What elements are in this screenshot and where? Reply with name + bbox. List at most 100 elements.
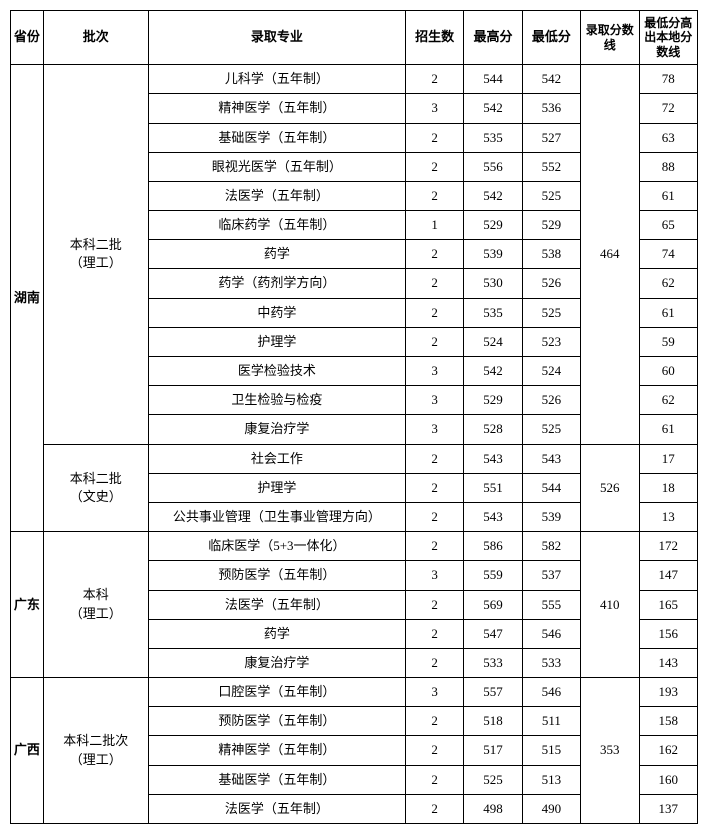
max-cell: 586 (464, 532, 522, 561)
diff-cell: 17 (639, 444, 698, 473)
diff-cell: 60 (639, 357, 698, 386)
max-cell: 544 (464, 65, 522, 94)
min-cell: 555 (522, 590, 580, 619)
max-cell: 542 (464, 181, 522, 210)
cutoff-cell: 526 (581, 444, 639, 532)
max-cell: 542 (464, 357, 522, 386)
max-cell: 547 (464, 619, 522, 648)
header-enroll: 招生数 (405, 11, 463, 65)
major-cell: 公共事业管理（卫生事业管理方向） (148, 502, 405, 531)
cutoff-cell: 464 (581, 65, 639, 444)
min-cell: 515 (522, 736, 580, 765)
max-cell: 525 (464, 765, 522, 794)
max-cell: 569 (464, 590, 522, 619)
major-cell: 法医学（五年制） (148, 181, 405, 210)
enroll-cell: 1 (405, 211, 463, 240)
major-cell: 卫生检验与检疫 (148, 386, 405, 415)
cutoff-cell: 353 (581, 678, 639, 824)
max-cell: 535 (464, 123, 522, 152)
diff-cell: 61 (639, 415, 698, 444)
enroll-cell: 2 (405, 152, 463, 181)
max-cell: 518 (464, 707, 522, 736)
enroll-cell: 2 (405, 473, 463, 502)
diff-cell: 162 (639, 736, 698, 765)
diff-cell: 65 (639, 211, 698, 240)
diff-cell: 193 (639, 678, 698, 707)
major-cell: 口腔医学（五年制） (148, 678, 405, 707)
enroll-cell: 2 (405, 794, 463, 823)
enroll-cell: 2 (405, 765, 463, 794)
min-cell: 542 (522, 65, 580, 94)
min-cell: 546 (522, 678, 580, 707)
max-cell: 517 (464, 736, 522, 765)
min-cell: 525 (522, 298, 580, 327)
major-cell: 社会工作 (148, 444, 405, 473)
enroll-cell: 3 (405, 678, 463, 707)
diff-cell: 13 (639, 502, 698, 531)
diff-cell: 18 (639, 473, 698, 502)
min-cell: 526 (522, 386, 580, 415)
batch-cell: 本科二批（理工） (43, 65, 148, 444)
major-cell: 中药学 (148, 298, 405, 327)
major-cell: 医学检验技术 (148, 357, 405, 386)
header-batch: 批次 (43, 11, 148, 65)
major-cell: 精神医学（五年制） (148, 736, 405, 765)
enroll-cell: 2 (405, 269, 463, 298)
major-cell: 儿科学（五年制） (148, 65, 405, 94)
max-cell: 542 (464, 94, 522, 123)
min-cell: 527 (522, 123, 580, 152)
enroll-cell: 2 (405, 502, 463, 531)
province-cell: 广西 (11, 678, 44, 824)
table-header: 省份 批次 录取专业 招生数 最高分 最低分 录取分数线 最低分高出本地分数线 (11, 11, 698, 65)
enroll-cell: 2 (405, 444, 463, 473)
enroll-cell: 2 (405, 648, 463, 677)
table-row: 广东本科（理工）临床医学（5+3一体化）2586582410172 (11, 532, 698, 561)
min-cell: 529 (522, 211, 580, 240)
enroll-cell: 3 (405, 386, 463, 415)
major-cell: 临床药学（五年制） (148, 211, 405, 240)
enroll-cell: 2 (405, 240, 463, 269)
min-cell: 538 (522, 240, 580, 269)
major-cell: 法医学（五年制） (148, 794, 405, 823)
diff-cell: 137 (639, 794, 698, 823)
enroll-cell: 2 (405, 298, 463, 327)
min-cell: 582 (522, 532, 580, 561)
min-cell: 511 (522, 707, 580, 736)
major-cell: 精神医学（五年制） (148, 94, 405, 123)
batch-cell: 本科二批（文史） (43, 444, 148, 532)
min-cell: 546 (522, 619, 580, 648)
min-cell: 552 (522, 152, 580, 181)
table-body: 湖南本科二批（理工）儿科学（五年制）254454246478精神医学（五年制）3… (11, 65, 698, 824)
enroll-cell: 2 (405, 707, 463, 736)
enroll-cell: 2 (405, 532, 463, 561)
min-cell: 524 (522, 357, 580, 386)
max-cell: 535 (464, 298, 522, 327)
major-cell: 康复治疗学 (148, 415, 405, 444)
diff-cell: 147 (639, 561, 698, 590)
min-cell: 525 (522, 415, 580, 444)
max-cell: 543 (464, 502, 522, 531)
min-cell: 536 (522, 94, 580, 123)
major-cell: 眼视光医学（五年制） (148, 152, 405, 181)
diff-cell: 61 (639, 181, 698, 210)
diff-cell: 62 (639, 386, 698, 415)
diff-cell: 63 (639, 123, 698, 152)
header-cutoff: 录取分数线 (581, 11, 639, 65)
min-cell: 526 (522, 269, 580, 298)
enroll-cell: 2 (405, 123, 463, 152)
enroll-cell: 3 (405, 357, 463, 386)
table-row: 广西本科二批次（理工）口腔医学（五年制）3557546353193 (11, 678, 698, 707)
table-row: 湖南本科二批（理工）儿科学（五年制）254454246478 (11, 65, 698, 94)
major-cell: 康复治疗学 (148, 648, 405, 677)
enroll-cell: 2 (405, 619, 463, 648)
enroll-cell: 2 (405, 327, 463, 356)
max-cell: 529 (464, 211, 522, 240)
diff-cell: 156 (639, 619, 698, 648)
enroll-cell: 2 (405, 590, 463, 619)
province-cell: 湖南 (11, 65, 44, 532)
diff-cell: 62 (639, 269, 698, 298)
diff-cell: 165 (639, 590, 698, 619)
header-major: 录取专业 (148, 11, 405, 65)
min-cell: 490 (522, 794, 580, 823)
max-cell: 551 (464, 473, 522, 502)
